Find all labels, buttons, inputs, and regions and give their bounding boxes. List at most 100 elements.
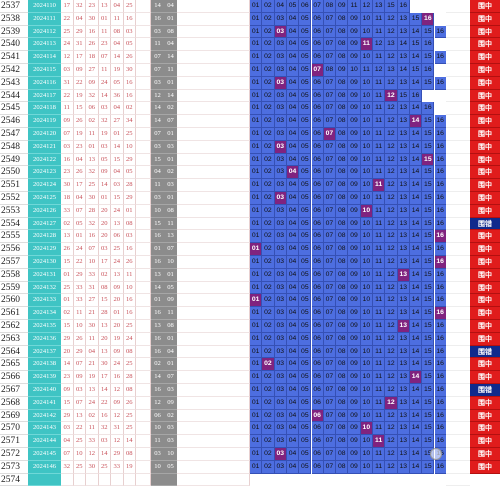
- red-number-cell: 21: [86, 358, 99, 372]
- blue-number-cell: 11: [373, 115, 386, 128]
- blue-number-cell: 11: [373, 153, 386, 167]
- red-number-cell: 04: [111, 38, 124, 52]
- red-number-cell: 36: [111, 89, 124, 103]
- blue-number-cell: 05: [299, 204, 312, 218]
- red-number-cell: 30: [123, 64, 136, 77]
- blue-number-cell: 03: [274, 460, 287, 474]
- red-number-cell: 25: [86, 179, 99, 192]
- issue-code: 2024110: [28, 0, 61, 13]
- result-badge: 围中: [470, 281, 500, 295]
- spacer-cell: [136, 256, 151, 269]
- blue-number-cell: 10: [360, 179, 373, 192]
- blue-number-cell: 05: [299, 38, 312, 52]
- red-number-cell: 02: [98, 268, 111, 282]
- blue-number-cell: 04: [286, 435, 300, 448]
- red-number-cell: 06: [86, 102, 99, 116]
- blue-number-cell: 08: [336, 153, 349, 167]
- blue-number-cell: 13: [397, 448, 410, 461]
- grey-number-cell: 07: [164, 243, 177, 256]
- red-number-cell: 31: [61, 76, 74, 90]
- blue-number-cell: 05: [299, 12, 312, 26]
- table-row: 2571 2024144 04 25 33 03 12 14 11 03 01 02 03 04 05 06 0…: [0, 435, 500, 448]
- result-badge: 围中: [470, 204, 500, 218]
- blue-number-cell: 02: [262, 12, 275, 26]
- blue-number-cell: 05: [299, 153, 312, 167]
- red-number-cell: 19: [123, 460, 136, 474]
- empty-cell: [446, 128, 470, 141]
- red-number-cell: 30: [86, 12, 99, 26]
- blue-number-cell: 15: [422, 281, 435, 295]
- blue-number-cell: 04: [286, 179, 300, 192]
- blue-number-cell: 09: [348, 384, 361, 397]
- blue-number-cell: 04: [286, 192, 300, 205]
- red-number-cell: 04: [61, 435, 74, 448]
- blue-number-cell: 02: [262, 384, 275, 397]
- red-number-cell: 26: [73, 166, 86, 180]
- blue-number-cell: 01: [250, 12, 263, 26]
- blue-number-cell: 15: [422, 179, 435, 192]
- red-number-cell: 10: [73, 448, 86, 461]
- red-number-cell: 01: [98, 12, 111, 26]
- red-number-cell: 14: [98, 448, 111, 461]
- red-number-cell: 07: [73, 204, 86, 218]
- blue-number-cell: 05: [299, 384, 312, 397]
- result-badge: 围中: [470, 51, 500, 64]
- blue-number-cell: 11: [373, 384, 386, 397]
- issue-number: 2554: [0, 217, 28, 231]
- red-number-cell: 02: [61, 217, 74, 231]
- blue-number-cell: 11: [373, 409, 386, 423]
- blue-number-cell: 13: [397, 409, 410, 423]
- result-badge: 围中: [470, 332, 500, 346]
- spacer-cell: [177, 281, 250, 295]
- blue-number-cell: 16: [434, 409, 447, 423]
- red-number-cell: 09: [98, 166, 111, 180]
- blue-number-cell: 12: [385, 435, 398, 448]
- grey-number-cell: 16: [151, 12, 164, 26]
- red-number-cell: 08: [123, 217, 136, 231]
- result-badge: 围中: [470, 179, 500, 192]
- blue-number-cell: 01: [250, 102, 263, 116]
- blue-number-cell: 02: [262, 115, 275, 128]
- blue-number-cell: 02: [262, 396, 275, 410]
- spacer-cell: [177, 153, 250, 167]
- blue-number-cell: 07: [323, 422, 337, 436]
- hit-number-cell: 16: [422, 12, 435, 26]
- table-row: 2558 2024131 01 29 33 02 13 11 13 01 01 02 03 04 05 06 0…: [0, 268, 500, 282]
- red-number-cell: 07: [61, 128, 74, 141]
- result-badge: 围中: [470, 396, 500, 410]
- blue-number-cell: 16: [422, 64, 435, 77]
- blue-number-cell: 07: [323, 38, 337, 52]
- issue-code: 2024126: [28, 204, 61, 218]
- grey-number-cell: 11: [151, 38, 164, 52]
- red-number-cell: [61, 473, 74, 486]
- blue-number-cell: 09: [348, 166, 361, 180]
- blue-number-cell: 04: [286, 307, 300, 320]
- red-number-cell: 22: [61, 12, 74, 26]
- blue-number-cell: 01: [250, 422, 263, 436]
- red-number-cell: 32: [98, 115, 111, 128]
- blue-number-cell: 08: [336, 435, 349, 448]
- hit-number-cell: 12: [385, 396, 398, 410]
- blue-number-cell: 14: [409, 166, 423, 180]
- red-number-cell: 20: [98, 230, 111, 244]
- spacer-cell: [177, 230, 250, 244]
- blue-number-cell: 11: [373, 204, 386, 218]
- blue-number-cell: 05: [299, 102, 312, 116]
- hit-number-cell: 06: [311, 409, 324, 423]
- blue-number-cell: 10: [360, 384, 373, 397]
- blue-number-cell: 06: [311, 89, 324, 103]
- blue-number-cell: 14: [409, 396, 423, 410]
- table-row: 2553 2024126 33 07 28 20 24 01 10 08 01 02 03 04 05 06 0…: [0, 204, 500, 218]
- blue-number-cell: 04: [286, 396, 300, 410]
- result-badge: 围中: [470, 371, 500, 384]
- blue-number-cell: 08: [336, 217, 349, 231]
- issue-number: 2565: [0, 358, 28, 372]
- blue-number-cell: 08: [336, 396, 349, 410]
- blue-number-cell: 01: [250, 332, 263, 346]
- red-number-cell: 12: [111, 435, 124, 448]
- grey-number-cell: 14: [151, 281, 164, 295]
- spacer-cell: [177, 320, 250, 333]
- blue-number-cell: 12: [385, 179, 398, 192]
- blue-number-cell: 04: [286, 384, 300, 397]
- blue-number-cell: 14: [409, 204, 423, 218]
